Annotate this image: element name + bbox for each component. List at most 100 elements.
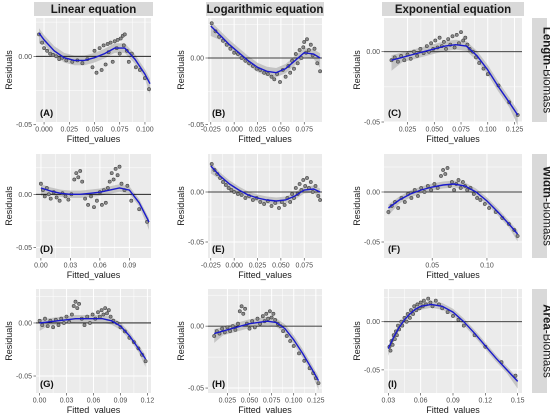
x-tick-label: 0.075: [111, 127, 129, 134]
data-point: [243, 196, 248, 200]
data-point: [273, 318, 278, 322]
y-axis-title: Residuals: [352, 321, 362, 361]
x-tick-label: 0.10: [480, 263, 494, 270]
panel-label: (C): [388, 108, 401, 119]
data-point: [445, 310, 450, 315]
row-strip-label: Width-Biomass: [541, 166, 550, 246]
y-tick-label: 0.00: [190, 324, 204, 331]
data-point: [305, 176, 309, 180]
panel-label: (F): [388, 244, 400, 255]
x-tick-label: 0.125: [307, 398, 325, 405]
data-point: [94, 70, 99, 75]
data-point: [283, 74, 288, 79]
panel-label: (B): [212, 108, 225, 119]
data-point: [471, 192, 476, 196]
data-point: [43, 316, 47, 321]
data-point: [290, 192, 295, 196]
data-point: [54, 195, 59, 200]
y-axis-title: Residuals: [352, 50, 362, 90]
x-tick-label: 0.03: [60, 398, 74, 405]
data-point: [308, 180, 313, 184]
data-point: [461, 38, 466, 43]
data-point: [412, 49, 416, 54]
column-strip: [382, 2, 524, 16]
data-point: [108, 40, 113, 45]
data-point: [273, 201, 278, 205]
data-point: [112, 39, 117, 44]
x-tick-label: 0.12: [479, 398, 493, 405]
data-point: [443, 172, 448, 176]
data-point: [316, 194, 321, 198]
x-tick-label: 0.00: [34, 263, 48, 270]
data-point: [477, 61, 482, 65]
smooth-fit-line: [39, 318, 147, 360]
data-point: [449, 180, 454, 184]
data-point: [66, 197, 71, 202]
row-strip: [532, 154, 547, 258]
data-point: [105, 42, 110, 46]
x-tick-label: 0.050: [241, 398, 259, 405]
data-point: [225, 325, 230, 330]
data-point: [56, 323, 61, 328]
data-point: [54, 54, 59, 59]
data-point: [451, 314, 455, 318]
data-point: [297, 48, 302, 52]
data-point: [454, 33, 459, 37]
y-tick-label: 0.00: [18, 320, 32, 327]
data-point: [235, 192, 240, 196]
row-strip-label-emphasis: Width: [541, 166, 550, 198]
data-point: [412, 304, 417, 309]
data-point: [48, 196, 53, 201]
data-point: [421, 298, 426, 303]
data-point: [89, 194, 93, 199]
data-point: [318, 69, 323, 74]
data-point: [250, 319, 255, 324]
y-tick-label: -0.05: [364, 367, 380, 374]
x-tick-label: 0.125: [506, 127, 524, 134]
data-point: [402, 58, 407, 63]
data-point: [288, 200, 293, 204]
data-point: [125, 183, 130, 188]
x-tick-label: 0.00: [33, 398, 47, 405]
y-tick-label: 0.00: [18, 54, 32, 61]
data-point: [312, 46, 317, 51]
data-point: [62, 321, 66, 325]
x-tick-label: -0.025: [201, 127, 221, 134]
data-point: [269, 315, 274, 320]
data-point: [42, 194, 47, 199]
data-point: [411, 312, 416, 316]
data-point: [48, 51, 53, 56]
x-tick-label: 0.05: [425, 263, 439, 270]
y-tick-label: 0.00: [366, 190, 380, 197]
data-point: [418, 300, 423, 305]
data-point: [209, 162, 214, 166]
y-axis-title: Residuals: [4, 186, 14, 226]
data-point: [277, 206, 281, 210]
data-point: [439, 174, 443, 178]
data-point: [478, 198, 483, 202]
x-tick-label: 0.09: [114, 398, 128, 405]
column-strip: [206, 2, 324, 16]
smooth-fit-line: [387, 183, 519, 235]
data-point: [456, 178, 461, 182]
data-point: [302, 358, 307, 363]
y-axis-title: Residuals: [176, 321, 186, 361]
data-point: [306, 48, 311, 52]
data-point: [51, 325, 56, 330]
panel-f: 0.05 0.10 -0.05 0.00 (F) Fitted_values Residua…: [352, 154, 522, 280]
data-point: [437, 35, 442, 40]
x-tick-label: 0.15: [511, 398, 525, 405]
data-point: [266, 316, 271, 321]
data-point: [432, 182, 437, 186]
data-point: [429, 41, 434, 46]
x-tick-label: 0.025: [219, 398, 237, 405]
data-point: [390, 342, 395, 347]
data-point: [74, 171, 79, 176]
data-point: [96, 310, 100, 315]
data-point: [90, 65, 95, 70]
smooth-fit-line: [38, 32, 151, 85]
data-point: [302, 40, 307, 44]
x-axis-title: Fitted_values: [238, 270, 292, 280]
row-strip-label-rest: -Biomass: [541, 330, 550, 378]
y-axis-title: Residuals: [4, 321, 14, 361]
